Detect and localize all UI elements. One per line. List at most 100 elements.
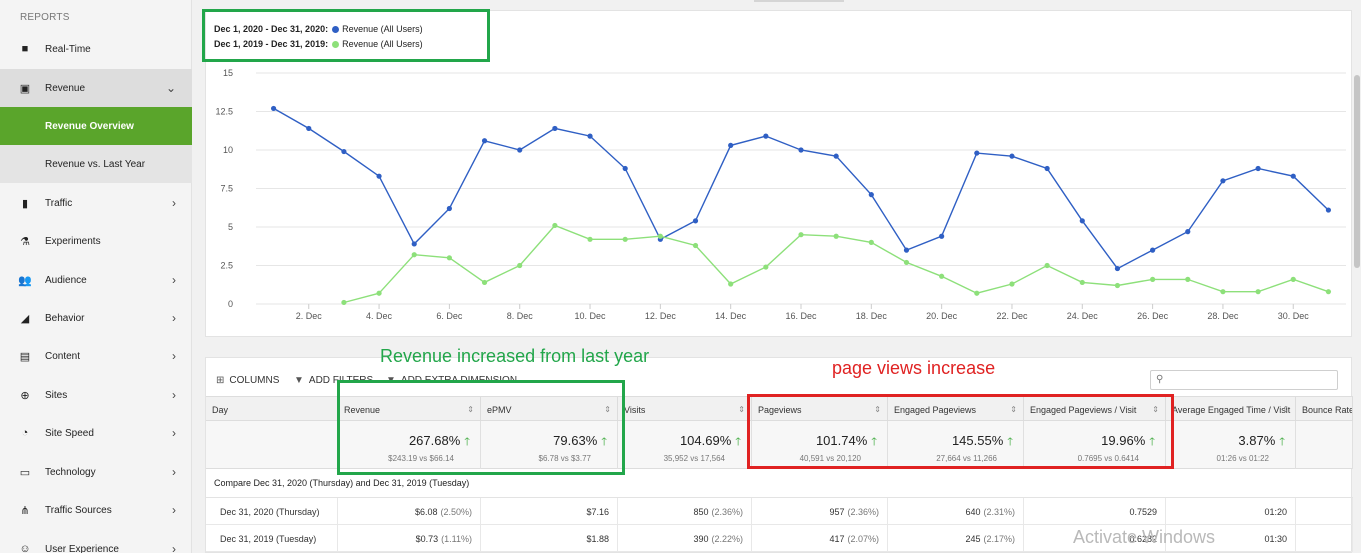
totals-percent-change: 104.69% 🡑 xyxy=(618,433,741,452)
columns-button[interactable]: ⊞ COLUMNS xyxy=(216,375,279,386)
pageviews-highlight-box xyxy=(747,394,1174,469)
totals-cell: 79.63% 🡑 $6.78 vs $3.77 xyxy=(481,421,618,469)
speedometer-icon: ◔ xyxy=(21,427,29,439)
column-header-label: Day xyxy=(212,404,229,415)
cell-share: (2.07%) xyxy=(847,533,879,544)
sidebar-item-label: Technology xyxy=(45,466,96,478)
column-header-label: Visits xyxy=(624,404,646,415)
sidebar-item-audience[interactable]: 👥 Audience › xyxy=(0,261,192,299)
sidebar-item-technology[interactable]: ▭ Technology › xyxy=(0,453,192,491)
x-tick-label: 30. Dec xyxy=(1278,311,1310,321)
sidebar-item-traffic[interactable]: ▮ Traffic › xyxy=(0,184,192,222)
cell-value: $6.08 xyxy=(414,506,438,517)
x-tick-label: 16. Dec xyxy=(785,311,817,321)
data-point xyxy=(833,153,839,159)
column-header-average-engaged-time-visit[interactable]: Average Engaged Time / Visit ⇕ xyxy=(1166,397,1296,422)
chevron-right-icon: › xyxy=(172,465,176,479)
arrow-up-icon: 🡑 xyxy=(1279,436,1285,448)
arrow-up-icon: 🡑 xyxy=(464,436,470,448)
totals-percent-change: 79.63% 🡑 xyxy=(481,433,607,452)
data-point xyxy=(868,239,874,245)
chevron-right-icon: › xyxy=(172,426,176,440)
column-header-day[interactable]: Day xyxy=(206,397,338,422)
cell-value: 0.6282 xyxy=(1129,533,1157,544)
sidebar: REPORTS ■ Real-Time ▣ Revenue ⌄ ▮ Traffic › ⚗ Exp… xyxy=(0,0,192,553)
totals-cell: 3.87% 🡑 01:26 vs 01:22 xyxy=(1166,421,1296,469)
column-header-epmv[interactable]: ePMV ⇕ xyxy=(481,397,618,422)
column-header-revenue[interactable]: Revenue ⇕ xyxy=(338,397,481,422)
table-row[interactable]: Dec 31, 2019 (Tuesday) $0.73 (1.11%) $1.88 3… xyxy=(206,525,1353,552)
data-point xyxy=(903,247,910,253)
column-header-bounce-rate[interactable]: Bounce Rate xyxy=(1296,397,1353,422)
sidebar-item-revenue[interactable]: ▣ Revenue ⌄ xyxy=(0,69,192,107)
totals-comparison: 27,664 vs 11,266 xyxy=(936,454,997,463)
sidebar-item-traffic-sources[interactable]: ⋔ Traffic Sources › xyxy=(0,491,192,529)
sort-icon: ⇕ xyxy=(1282,405,1289,414)
data-point xyxy=(798,147,804,153)
globe-icon: ⊕ xyxy=(20,389,30,402)
table-cell: $1.88 xyxy=(481,525,618,552)
data-point xyxy=(622,236,628,242)
sidebar-item-label: Site Speed xyxy=(45,427,94,439)
totals-comparison: 35,952 vs 17,564 xyxy=(663,454,725,463)
table-cell xyxy=(1296,498,1353,525)
column-header-engaged-pageviews[interactable]: Engaged Pageviews ⇕ xyxy=(888,397,1024,422)
sidebar-subitem-revenue-overview[interactable]: Revenue Overview xyxy=(0,107,192,145)
x-tick-label: 4. Dec xyxy=(366,311,393,321)
sidebar-item-behavior[interactable]: ◢ Behavior › xyxy=(0,299,192,337)
page-scrollbar[interactable] xyxy=(1354,75,1360,268)
chevron-right-icon: › xyxy=(172,542,176,553)
data-point xyxy=(763,264,769,270)
data-point xyxy=(1290,173,1296,179)
totals-comparison: 0.7695 vs 0.6414 xyxy=(1077,454,1139,463)
chevron-right-icon: › xyxy=(172,349,176,363)
legend-series-label: Revenue (All Users) xyxy=(342,39,423,49)
data-point xyxy=(974,290,980,296)
percent-value: 145.55% xyxy=(951,433,1004,448)
totals-percent-change: 145.55% 🡑 xyxy=(888,433,1013,452)
data-point xyxy=(1009,281,1015,287)
table-cell: $0.73 (1.11%) xyxy=(338,525,481,552)
pageviews-annotation-text: page views increase xyxy=(832,358,996,378)
money-icon: ▣ xyxy=(19,82,31,95)
legend-range-label: Dec 1, 2020 - Dec 31, 2020: xyxy=(214,24,329,34)
table-row[interactable]: Dec 31, 2020 (Thursday) $6.08 (2.50%) $7.16… xyxy=(206,498,1353,525)
column-header-label: Revenue xyxy=(344,404,381,415)
sidebar-item-experiments[interactable]: ⚗ Experiments xyxy=(0,222,192,260)
filter-icon: ▼ xyxy=(294,375,304,386)
sidebar-item-user-experience[interactable]: ☺ User Experience › xyxy=(0,530,192,553)
arrow-up-icon: 🡑 xyxy=(1007,436,1013,448)
column-header-label: ePMV xyxy=(487,404,512,415)
sidebar-subitem-revenue-vs-last-year[interactable]: Revenue vs. Last Year xyxy=(0,145,192,183)
column-header-pageviews[interactable]: Pageviews ⇕ xyxy=(752,397,888,422)
data-point xyxy=(622,165,628,172)
legend-dot-icon xyxy=(332,25,340,33)
sidebar-item-site-speed[interactable]: ◔ Site Speed › xyxy=(0,414,192,452)
sidebar-item-real-time[interactable]: ■ Real-Time xyxy=(0,30,192,68)
data-point xyxy=(446,205,452,212)
sidebar-item-content[interactable]: ▤ Content › xyxy=(0,337,192,375)
columns-icon: ⊞ xyxy=(216,375,225,386)
laptop-icon: ▭ xyxy=(19,466,31,479)
data-point xyxy=(376,290,382,296)
revenue-annotation-text: Revenue increased from last year xyxy=(380,346,650,366)
table-cell: Dec 31, 2020 (Thursday) xyxy=(206,498,338,525)
legend-item-2020[interactable]: Dec 1, 2020 - Dec 31, 2020: Revenue (All… xyxy=(214,24,423,34)
data-point xyxy=(1044,165,1050,172)
table-search-input[interactable]: ⚲ xyxy=(1150,370,1338,390)
legend-item-2019[interactable]: Dec 1, 2019 - Dec 31, 2019: Revenue (All… xyxy=(214,39,423,49)
data-point xyxy=(657,233,663,239)
table-cell: 0.7529 xyxy=(1024,498,1166,525)
area-chart-icon: ◢ xyxy=(20,312,30,325)
data-point xyxy=(481,138,488,144)
column-header-engaged-pageviews-visit[interactable]: Engaged Pageviews / Visit ⇕ xyxy=(1024,397,1166,422)
sidebar-item-label: Behavior xyxy=(45,312,85,324)
sidebar-item-sites[interactable]: ⊕ Sites › xyxy=(0,376,192,414)
column-header-visits[interactable]: Visits ⇕ xyxy=(618,397,752,422)
totals-cell xyxy=(1296,421,1353,469)
legend-series-label: Revenue (All Users) xyxy=(342,24,423,34)
compare-label-row: Compare Dec 31, 2020 (Thursday) and Dec … xyxy=(206,469,1353,498)
cell-value: 640 xyxy=(965,506,981,517)
data-point xyxy=(411,241,417,247)
data-point xyxy=(587,236,593,242)
